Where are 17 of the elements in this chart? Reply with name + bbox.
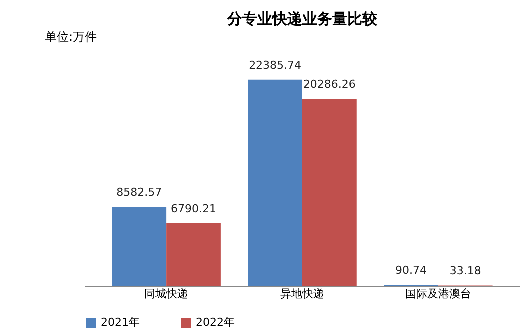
- x-tick-label: 国际及港澳台: [405, 288, 472, 300]
- chart-title: 分专业快递业务量比较: [226, 10, 378, 28]
- bar: [302, 99, 357, 286]
- bar: [248, 80, 302, 286]
- data-label: 8582.57: [116, 186, 162, 199]
- data-label: 90.74: [396, 264, 427, 278]
- data-label: 22385.74: [249, 58, 302, 72]
- text: 单位:万件: [45, 30, 98, 44]
- data-label: 20286.26: [303, 78, 356, 92]
- x-tick-label: 同城快递: [144, 288, 189, 300]
- x-tick-label: 异地快递: [280, 288, 324, 300]
- legend-label: 2021年: [101, 316, 140, 329]
- bar: [112, 206, 167, 286]
- data-label: 33.18: [450, 264, 482, 278]
- legend-label: 2022年: [196, 316, 235, 329]
- data-label: 6790.21: [171, 202, 216, 216]
- bar: [166, 223, 221, 286]
